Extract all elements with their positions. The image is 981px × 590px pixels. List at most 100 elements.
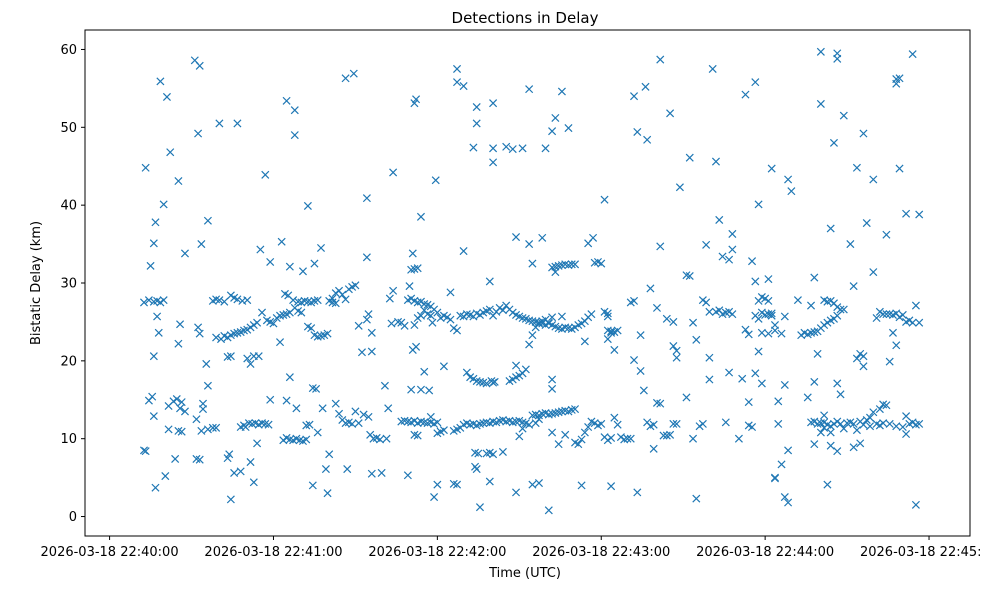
data-point — [515, 432, 524, 441]
data-point — [446, 288, 455, 297]
data-point — [754, 347, 763, 356]
data-point — [518, 424, 527, 433]
data-point — [249, 478, 258, 487]
data-point — [307, 324, 316, 333]
data-point — [728, 245, 737, 254]
data-point — [512, 361, 521, 370]
data-point — [643, 135, 652, 144]
data-point — [416, 212, 425, 221]
data-point — [413, 431, 422, 440]
data-point — [285, 373, 294, 382]
data-point — [149, 239, 158, 248]
data-point — [777, 329, 786, 338]
chart-title: Detections in Delay — [452, 9, 599, 27]
data-point — [770, 473, 779, 482]
data-point — [892, 422, 901, 431]
data-point — [780, 312, 789, 321]
data-point — [203, 216, 212, 225]
data-point — [656, 399, 665, 408]
data-point — [705, 353, 714, 362]
data-point — [282, 96, 291, 105]
data-point — [846, 240, 855, 249]
data-point — [233, 295, 242, 304]
data-point — [554, 440, 563, 449]
data-point — [725, 368, 734, 377]
data-point — [212, 423, 221, 432]
data-point — [195, 329, 204, 338]
data-point — [215, 296, 224, 305]
data-point — [669, 342, 678, 351]
data-point — [498, 306, 507, 315]
data-point — [220, 297, 229, 306]
data-point — [852, 354, 861, 363]
data-point — [312, 384, 321, 393]
data-point — [869, 268, 878, 277]
data-point — [898, 310, 907, 319]
data-point — [198, 405, 208, 414]
y-tick-label: 20 — [60, 354, 77, 369]
data-point — [892, 341, 901, 350]
data-point — [669, 317, 678, 326]
data-point — [389, 168, 398, 177]
data-point — [349, 69, 358, 78]
data-point — [351, 407, 360, 416]
data-point — [908, 318, 917, 327]
data-point — [597, 259, 606, 268]
data-point — [525, 420, 534, 429]
data-point — [416, 311, 425, 320]
data-point — [705, 375, 714, 384]
data-point — [852, 163, 861, 172]
data-point — [744, 398, 753, 407]
data-point — [849, 282, 858, 291]
data-point — [879, 310, 888, 319]
data-point — [754, 200, 763, 209]
data-point — [243, 296, 252, 305]
data-point — [290, 131, 299, 140]
data-point — [289, 296, 298, 305]
data-point — [375, 435, 385, 444]
data-point — [780, 380, 789, 390]
data-point — [705, 307, 714, 316]
data-point — [866, 413, 875, 422]
data-point — [321, 465, 330, 474]
data-point — [426, 412, 435, 421]
data-point — [261, 170, 270, 179]
data-point — [636, 366, 645, 375]
data-point — [416, 385, 425, 394]
y-axis-label: Bistatic Delay (km) — [29, 221, 44, 345]
data-point — [774, 419, 783, 428]
data-point — [236, 467, 245, 476]
data-point — [453, 326, 462, 335]
data-point — [525, 240, 534, 249]
data-point — [151, 218, 160, 227]
data-point — [367, 328, 376, 337]
data-point — [607, 433, 616, 442]
y-tick-label: 0 — [69, 510, 77, 525]
x-tick-label: 2026-03-18 22:45:00 — [860, 545, 981, 560]
data-point — [485, 477, 494, 486]
data-point — [626, 434, 635, 443]
data-point — [156, 77, 165, 86]
data-point — [751, 78, 760, 87]
data-point — [176, 320, 185, 329]
data-point — [446, 315, 455, 324]
data-point — [816, 428, 825, 437]
data-point — [303, 201, 312, 210]
data-point — [757, 328, 766, 337]
data-point — [359, 410, 368, 419]
data-point — [833, 379, 842, 388]
data-point — [354, 419, 363, 428]
data-point — [512, 488, 521, 497]
data-point — [215, 119, 224, 128]
data-point — [882, 401, 891, 410]
data-point — [646, 284, 655, 293]
data-point — [202, 359, 211, 368]
data-point — [656, 242, 665, 251]
data-point — [610, 413, 619, 422]
data-point — [885, 419, 894, 428]
data-point — [633, 127, 642, 137]
data-point — [872, 314, 881, 323]
data-point — [331, 299, 340, 308]
data-point — [751, 369, 760, 378]
